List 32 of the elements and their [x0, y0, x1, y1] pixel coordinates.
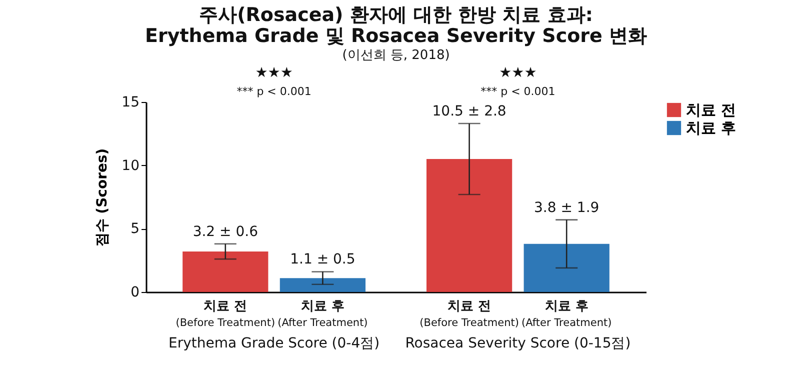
text: 주사(Rosacea) 환자에 대한 한방 치료 효과: — [199, 4, 593, 26]
legend-label: 치료 전 — [686, 101, 736, 119]
chart-subtitle: (이선희 등, 2018) — [342, 48, 450, 63]
text: 치료 전 — [204, 299, 248, 314]
bar — [426, 159, 512, 292]
y-axis-title: 점수 (Scores) — [94, 148, 111, 247]
x-tick-label: Rosacea Severity Score (0-15점) — [405, 336, 631, 352]
text: (After Treatment) — [278, 317, 368, 329]
data-label: 3.8 ± 1.9 — [534, 200, 600, 216]
y-tick-label: 10 — [122, 158, 140, 174]
text: ★★★ — [255, 65, 293, 81]
data-label: 3.2 ± 0.6 — [192, 224, 258, 240]
bar — [182, 251, 268, 292]
text: *** p < 0.001 — [236, 85, 312, 98]
text: 치료 전 — [448, 299, 492, 314]
bar — [280, 278, 366, 292]
text: 치료 후 — [544, 299, 588, 314]
text: Erythema Grade 및 Rosacea Severity Score 변화 — [144, 25, 648, 47]
text: 치료 후 — [300, 299, 344, 314]
data-label: 10.5 ± 2.8 — [432, 104, 506, 120]
text: (Before Treatment) — [420, 317, 519, 329]
data-label: 1.1 ± 0.5 — [290, 252, 356, 268]
x-tick-label: Erythema Grade Score (0-4점) — [168, 336, 380, 352]
text: *** p < 0.001 — [480, 85, 556, 98]
text: (Before Treatment) — [176, 317, 276, 329]
y-tick-label: 0 — [130, 284, 140, 300]
bar — [524, 244, 610, 292]
y-tick-label: 5 — [130, 221, 140, 238]
text: (After Treatment) — [522, 317, 612, 329]
text: ★★★ — [499, 65, 537, 81]
legend-label: 치료 후 — [686, 119, 736, 137]
y-tick-label: 15 — [122, 94, 140, 110]
